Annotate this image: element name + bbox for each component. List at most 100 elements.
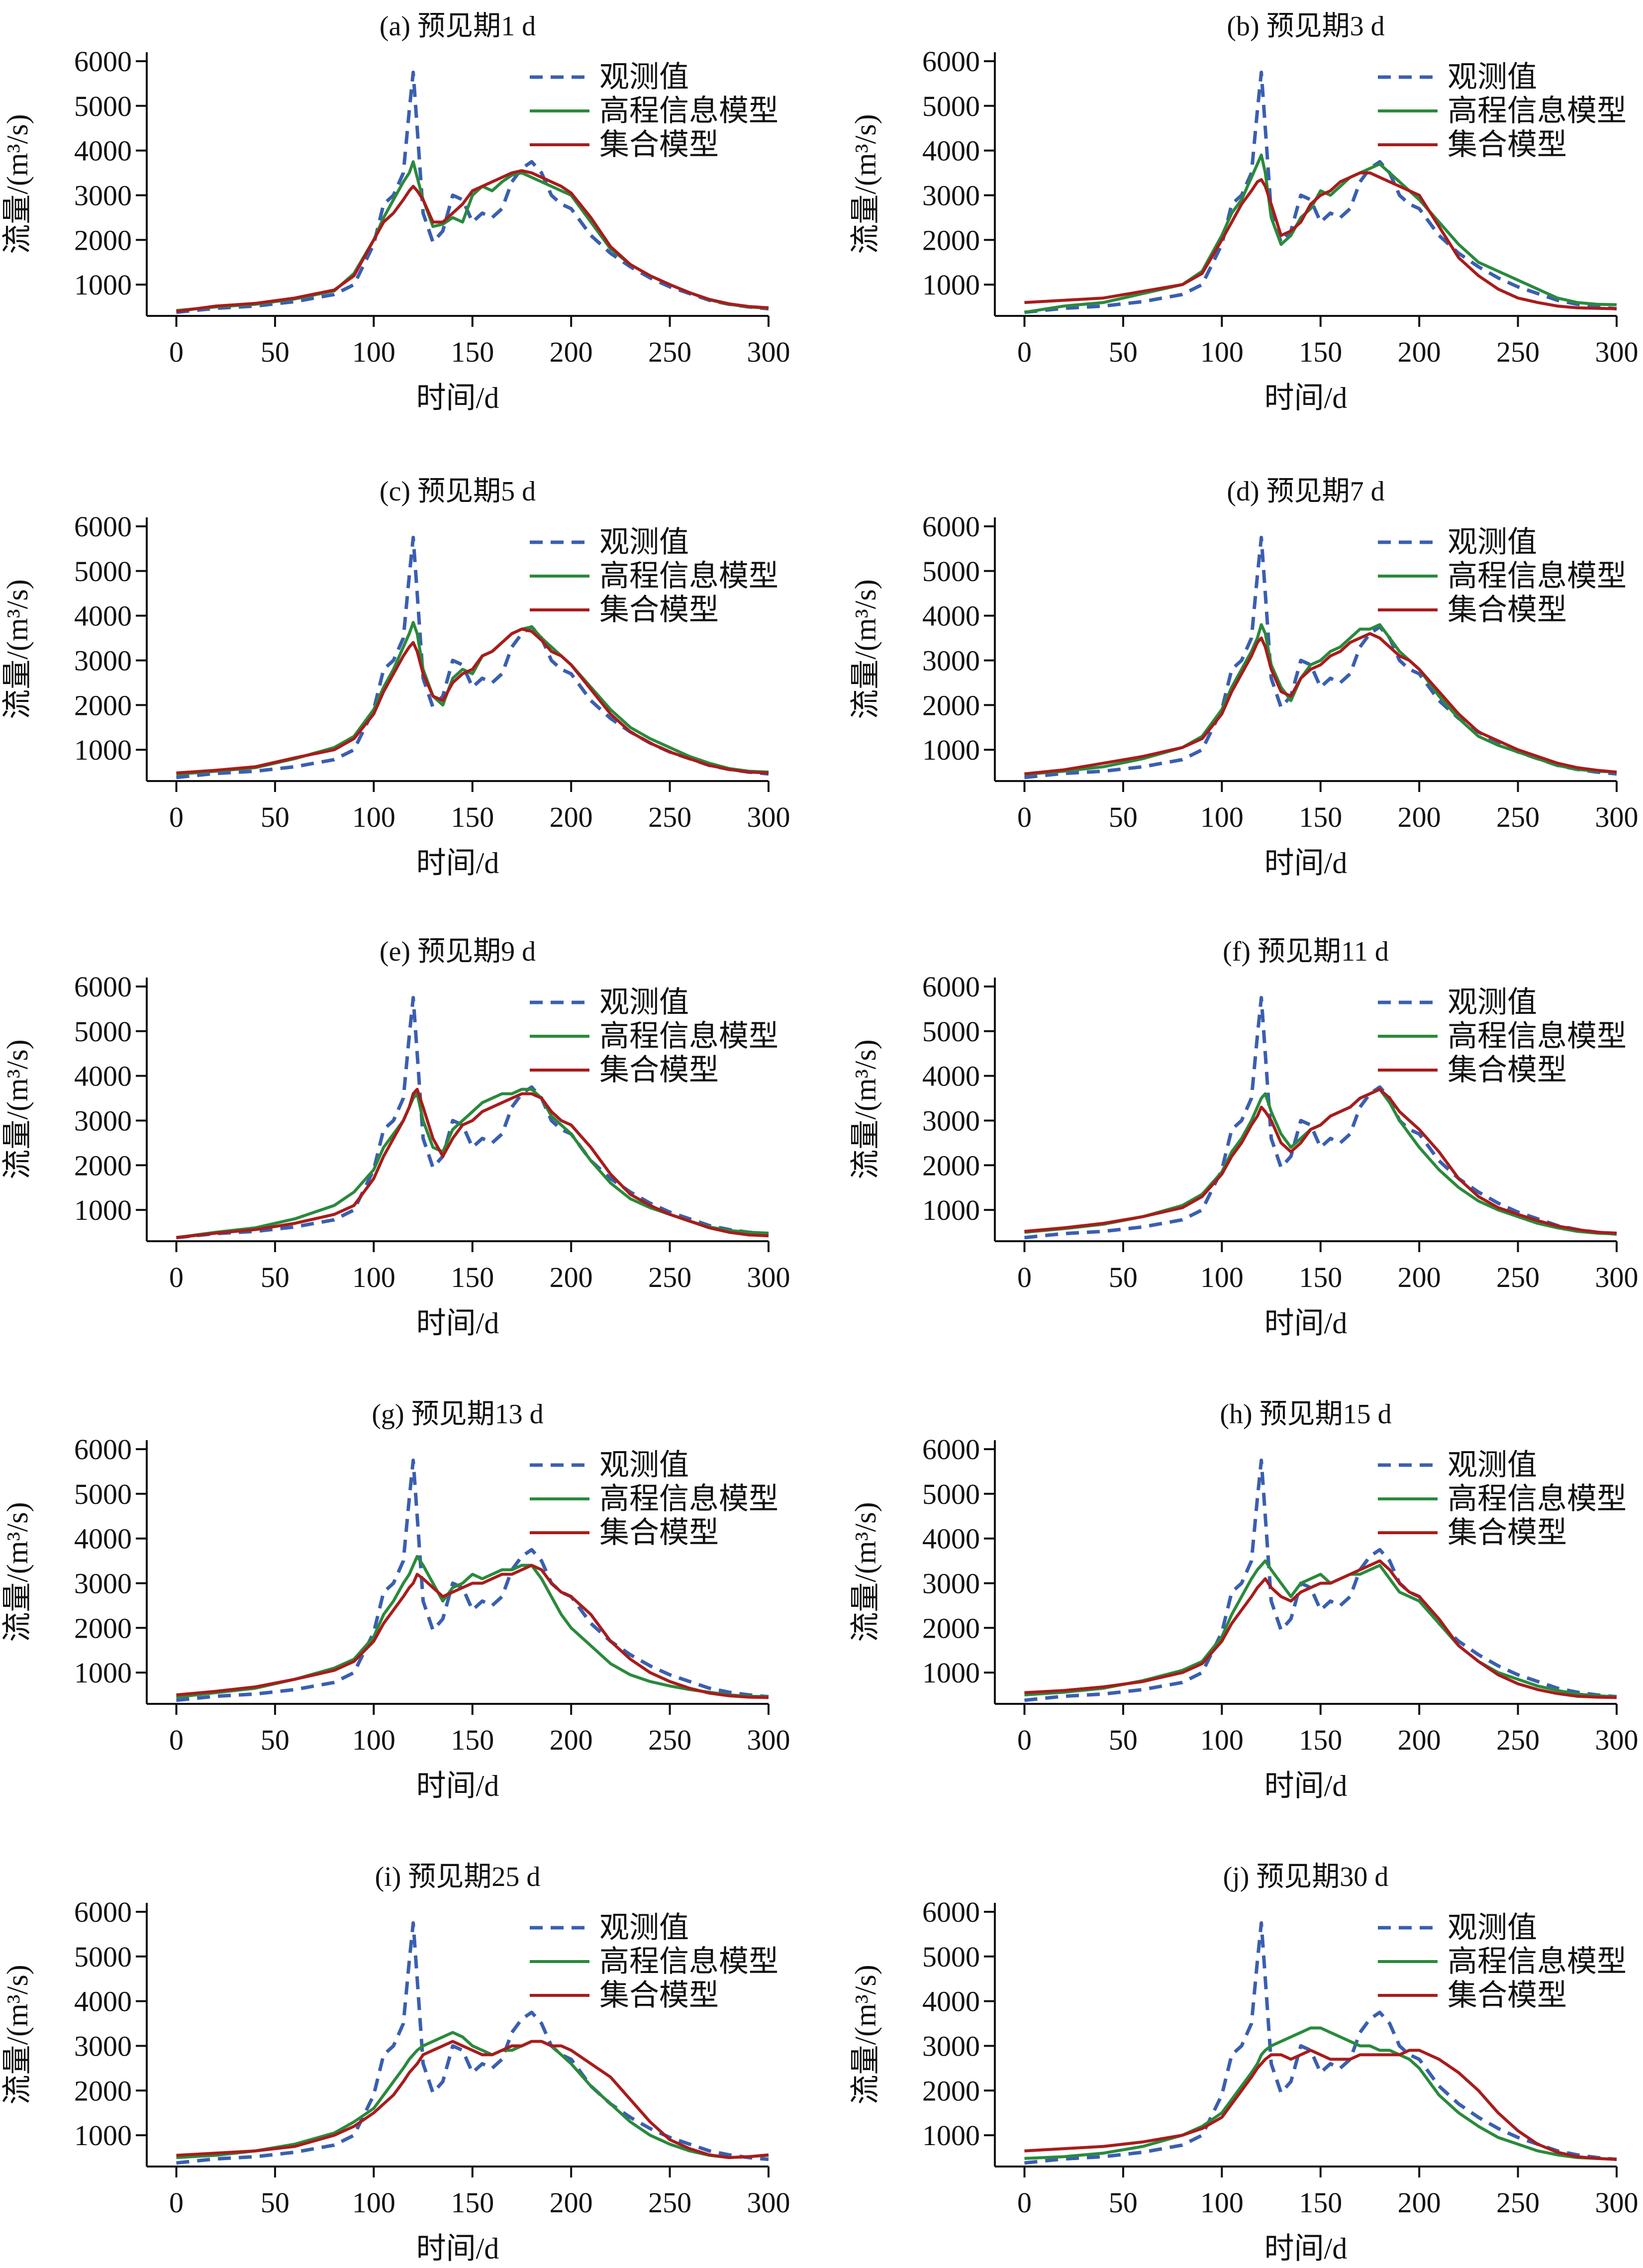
- series-line: [176, 1555, 769, 1699]
- series-line: [176, 1458, 769, 1702]
- x-tick-label: 0: [1017, 1261, 1032, 1293]
- x-tick-label: 250: [1496, 1261, 1540, 1293]
- x-tick-label: 200: [1398, 1261, 1441, 1293]
- chart-panel: (j) 预见期30 d 1000 2000 3000 4000 5000 6000 0 50 10…: [849, 1862, 1639, 2265]
- x-tick-label: 150: [451, 1261, 494, 1293]
- series-line: [176, 2040, 769, 2159]
- series-line: [176, 1921, 769, 2165]
- x-tick-label: 200: [550, 801, 593, 833]
- legend-label: 高程信息模型: [599, 1945, 778, 1978]
- chart-panel: (c) 预见期5 d 1000 2000 3000 4000 5000 6000 0 50 100…: [1, 476, 790, 880]
- legend-label: 观测值: [599, 1449, 689, 1481]
- legend-label: 集合模型: [1448, 1054, 1567, 1086]
- legend-label: 观测值: [1448, 986, 1537, 1019]
- legend-label: 观测值: [1448, 1449, 1537, 1481]
- x-tick-label: 200: [550, 2186, 593, 2219]
- series-line: [1024, 1458, 1617, 1702]
- y-tick-label: 3000: [74, 2030, 132, 2062]
- x-tick-label: 250: [648, 801, 691, 833]
- series-line: [1024, 632, 1617, 776]
- y-tick-label: 2000: [74, 2074, 132, 2107]
- legend-label: 集合模型: [599, 1054, 719, 1086]
- y-axis-label: 流量/(m³/s): [1, 114, 34, 254]
- x-tick-label: 100: [352, 801, 395, 833]
- y-axis-label: 流量/(m³/s): [1, 1965, 34, 2104]
- y-tick-label: 5000: [74, 90, 132, 122]
- legend-label: 高程信息模型: [599, 560, 778, 592]
- y-tick-label: 5000: [922, 1941, 980, 1973]
- x-tick-label: 100: [352, 1261, 395, 1293]
- x-tick-label: 200: [1398, 2186, 1441, 2219]
- x-tick-label: 0: [1017, 801, 1032, 833]
- series-line: [1024, 1087, 1617, 1236]
- y-axis-label: 流量/(m³/s): [1, 1502, 34, 1642]
- x-tick-label: 100: [352, 2186, 395, 2219]
- x-tick-label: 50: [261, 801, 290, 833]
- y-tick-label: 4000: [74, 1985, 132, 2018]
- x-tick-label: 100: [1200, 1724, 1244, 1756]
- y-tick-label: 1000: [922, 734, 980, 766]
- x-tick-label: 200: [550, 1261, 593, 1293]
- x-axis-label: 时间/d: [416, 847, 499, 880]
- x-tick-label: 200: [1398, 801, 1441, 833]
- y-tick-label: 6000: [922, 1896, 980, 1928]
- series-line: [1024, 171, 1617, 310]
- x-tick-label: 100: [1200, 2186, 1244, 2219]
- x-tick-label: 300: [1595, 336, 1639, 368]
- y-tick-label: 3000: [74, 1104, 132, 1137]
- y-tick-label: 6000: [922, 971, 980, 1003]
- x-axis-label: 时间/d: [1264, 1307, 1348, 1340]
- y-tick-label: 4000: [74, 1060, 132, 1092]
- y-tick-label: 1000: [74, 734, 132, 766]
- x-tick-label: 50: [1109, 801, 1138, 833]
- y-tick-label: 5000: [74, 1941, 132, 1973]
- y-tick-label: 3000: [74, 1567, 132, 1599]
- x-tick-label: 250: [648, 2186, 691, 2219]
- y-tick-label: 3000: [74, 644, 132, 677]
- chart-title: (f) 预见期11 d: [1223, 936, 1389, 967]
- series-line: [1024, 2026, 1617, 2161]
- y-tick-label: 2000: [922, 224, 980, 256]
- legend-label: 集合模型: [1448, 1516, 1567, 1549]
- x-tick-label: 300: [747, 801, 790, 833]
- y-tick-label: 2000: [922, 2074, 980, 2107]
- y-tick-label: 4000: [922, 1985, 980, 2018]
- legend-label: 高程信息模型: [599, 95, 778, 127]
- x-tick-label: 250: [1496, 1724, 1540, 1756]
- legend-label: 观测值: [599, 986, 689, 1019]
- y-tick-label: 4000: [922, 1060, 980, 1092]
- x-tick-label: 250: [1496, 2186, 1540, 2219]
- x-tick-label: 200: [550, 336, 593, 368]
- legend-label: 集合模型: [1448, 128, 1567, 161]
- legend-label: 集合模型: [599, 128, 719, 161]
- chart-title: (b) 预见期3 d: [1227, 11, 1384, 42]
- y-tick-label: 4000: [922, 600, 980, 632]
- x-tick-label: 150: [451, 1724, 494, 1756]
- legend-label: 高程信息模型: [1448, 1020, 1627, 1053]
- x-tick-label: 0: [169, 1724, 184, 1756]
- legend-label: 高程信息模型: [599, 1020, 778, 1053]
- y-tick-label: 6000: [922, 510, 980, 543]
- y-tick-label: 6000: [922, 1433, 980, 1466]
- y-axis-label: 流量/(m³/s): [1, 579, 34, 719]
- y-tick-label: 1000: [74, 269, 132, 301]
- x-tick-label: 50: [1109, 1261, 1138, 1293]
- y-tick-label: 2000: [74, 1149, 132, 1182]
- x-tick-label: 300: [1595, 801, 1639, 833]
- x-axis-label: 时间/d: [1264, 382, 1348, 414]
- series-line: [176, 2031, 769, 2159]
- x-axis-label: 时间/d: [416, 1307, 499, 1340]
- x-tick-label: 200: [1398, 1724, 1441, 1756]
- legend-label: 观测值: [599, 526, 689, 559]
- x-tick-label: 300: [747, 1724, 790, 1756]
- x-tick-label: 300: [747, 2186, 790, 2219]
- y-tick-label: 2000: [74, 1612, 132, 1644]
